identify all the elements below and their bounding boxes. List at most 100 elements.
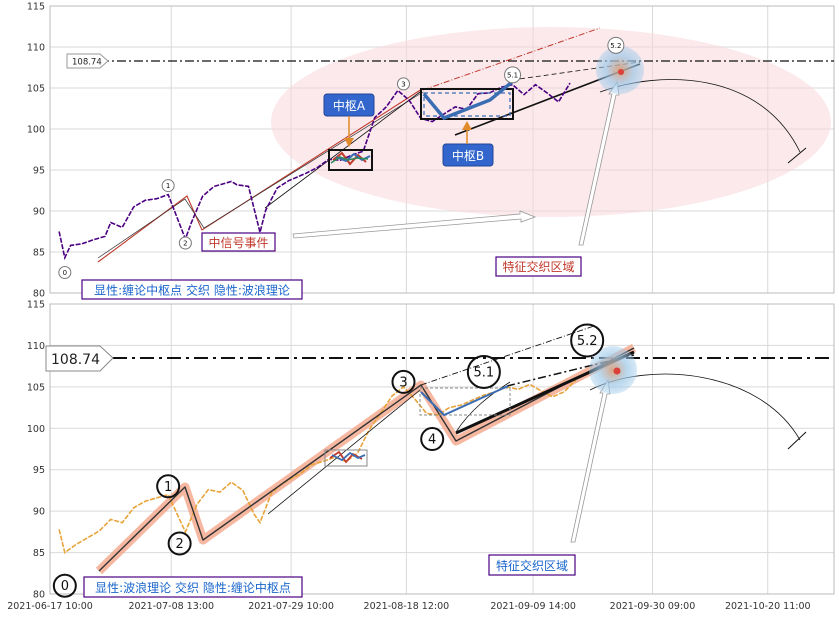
top-signal-event-box: 中信号事件 — [201, 232, 276, 252]
bottom-wave-line — [98, 347, 635, 572]
top-reference-label: 108.74 — [72, 58, 102, 68]
bottom-y-tick-label: 80 — [33, 590, 45, 601]
bottom-grid — [49, 303, 834, 595]
pivot-label: 4 — [428, 433, 436, 448]
pivot-marker: 5.2 — [607, 36, 625, 54]
pivot-marker: 3 — [391, 369, 416, 394]
top-center-a-zigzag-green — [330, 156, 369, 164]
pivot-label: 0 — [61, 579, 69, 594]
pivot-label: 5.1 — [507, 71, 518, 79]
pivot-label: 3 — [401, 80, 405, 88]
top-feature-zone-box: 特征交织区域 — [495, 256, 582, 277]
bottom-y-tick-label: 90 — [33, 507, 45, 518]
top-axes-frame — [49, 5, 835, 294]
pivot-label: 1 — [164, 480, 172, 495]
bottom-y-tick-label: 100 — [27, 424, 45, 435]
bottom-feature-zone-box: 特征交织区域 — [488, 554, 576, 576]
bottom-arc-to-4 — [455, 381, 511, 433]
pivot-marker: 5.2 — [570, 323, 605, 358]
top-y-tick-label: 115 — [27, 2, 45, 13]
bottom-reference-label: 108.74 — [51, 352, 100, 368]
top-legend-label: 显性:缠论中枢点 交织 隐性:波浪理论 — [94, 283, 290, 298]
bottom-y-tick-label: 85 — [33, 548, 45, 559]
bottom-feature-zone-label: 特征交织区域 — [496, 558, 568, 573]
x-tick-label: 2021-08-18 12:00 — [364, 601, 450, 612]
pivot-marker: 2 — [178, 236, 192, 250]
x-tick-label: 2021-10-20 11:00 — [725, 601, 811, 612]
callout-center-b-label: 中枢B — [452, 148, 484, 163]
bottom-center-box-b — [419, 387, 511, 416]
pivot-label: 2 — [175, 537, 183, 552]
bottom-y-tick-label: 95 — [33, 465, 45, 476]
pivot-marker: 0 — [52, 573, 77, 598]
x-tick-label: 2021-07-29 10:00 — [248, 601, 334, 612]
bottom-reference-flag — [45, 345, 114, 372]
pivot-marker: 3 — [396, 77, 410, 91]
pivot-marker: 1 — [161, 179, 175, 193]
bottom-y-tick-label: 105 — [27, 382, 45, 393]
bottom-x-axis: 2021-06-17 10:00 2021-07-08 13:00 2021-07-… — [7, 601, 810, 612]
pivot-circle — [391, 369, 416, 394]
x-tick-label: 2021-09-09 14:00 — [490, 601, 576, 612]
pivot-circle — [52, 573, 77, 598]
bottom-axes-frame — [49, 303, 835, 595]
pivot-label: 5.2 — [610, 42, 621, 50]
bottom-legend-label: 显性:波浪理论 交织 隐性:缠论中枢点 — [95, 580, 291, 595]
pivot-label: 5.1 — [474, 365, 495, 380]
bottom-target-dot — [613, 367, 621, 375]
x-tick-label: 2021-06-17 10:00 — [7, 601, 93, 612]
bottom-center-b-path — [420, 385, 509, 417]
x-tick-label: 2021-09-30 09:00 — [610, 601, 696, 612]
top-projection-cap — [787, 147, 807, 164]
top-trend-line-upper — [422, 27, 601, 91]
pivot-circle — [607, 36, 625, 54]
pivot-circle — [161, 179, 175, 193]
top-panel: 80 85 90 95 100 105 110 115 108.74 — [27, 2, 835, 300]
top-center-box-b-inner — [423, 92, 511, 117]
bottom-projection-cap — [787, 431, 807, 450]
bottom-y-tick-label: 110 — [27, 341, 45, 352]
top-reference-flag — [66, 53, 109, 69]
bottom-price-series — [58, 379, 577, 554]
top-signal-event-label: 中信号事件 — [208, 235, 268, 250]
bottom-hollow-arrow-feature — [570, 378, 611, 543]
top-center-box-a — [328, 149, 373, 171]
pivot-marker: 5.1 — [504, 66, 522, 84]
pivot-circle — [178, 236, 192, 250]
callout-center-a-label: 中枢A — [333, 98, 366, 113]
pivot-circle — [570, 323, 605, 358]
top-y-tick-label: 110 — [27, 43, 45, 54]
pivot-circle — [167, 531, 192, 556]
bottom-y-axis: 80 85 90 95 100 105 110 115 — [27, 300, 45, 601]
top-feature-zone-label: 特征交织区域 — [502, 259, 574, 274]
top-pivot-markers: 0 1 2 3 5.1 5.2 — [58, 36, 625, 279]
pivot-label: 5.2 — [577, 334, 598, 349]
top-y-tick-label: 105 — [27, 84, 45, 95]
pivot-label: 2 — [183, 239, 187, 247]
top-y-tick-label: 90 — [33, 207, 45, 218]
callout-center-b: 中枢B — [442, 121, 494, 167]
pivot-label: 0 — [63, 269, 67, 277]
bottom-center-box-a — [324, 449, 368, 467]
top-y-tick-label: 85 — [33, 248, 45, 259]
bottom-legend-box: 显性:波浪理论 交织 隐性:缠论中枢点 — [83, 576, 303, 598]
top-center-box-b — [420, 88, 514, 120]
top-y-tick-label: 100 — [27, 125, 45, 136]
top-y-tick-label: 95 — [33, 166, 45, 177]
pivot-label: 1 — [166, 182, 170, 190]
bottom-center-a-zigzag-blue — [331, 451, 366, 462]
pivot-marker: 2 — [167, 531, 192, 556]
top-highlight-ellipse — [271, 27, 831, 217]
pivot-circle — [156, 474, 181, 499]
top-hollow-arrow-horizontal — [292, 210, 537, 239]
top-center-a-zigzag — [332, 151, 367, 166]
bottom-center-a-zigzag — [329, 450, 363, 464]
bottom-dashdot-upper — [420, 325, 595, 386]
pivot-marker: 5.1 — [466, 354, 501, 389]
pivot-circle — [420, 427, 445, 452]
top-target-dot — [618, 69, 624, 75]
pivot-marker: 4 — [420, 427, 445, 452]
top-y-axis: 80 85 90 95 100 105 110 115 — [27, 2, 45, 300]
